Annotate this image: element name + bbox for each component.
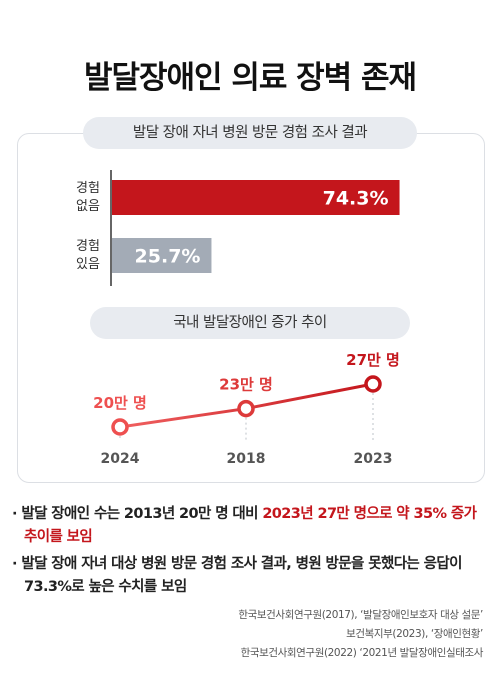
sources: 한국보건사회연구원(2017), ‘발달장애인보호자 대상 설문’ 보건복지부(… [13,606,483,663]
line-point-1 [237,399,255,418]
line-point-0 [111,418,129,436]
line-point-2 [364,375,382,393]
bar-value-label-0: 74.3% [323,188,389,210]
line-value-label-1: 23만 명 [219,376,273,394]
source-1: 한국보건사회연구원(2017), ‘발달장애인보호자 대상 설문’ [238,609,483,621]
note-2: · 발달 장애 자녀 대상 병원 방문 경험 조사 결과, 병원 방문을 못했다… [12,556,462,595]
note-1-highlight: 2023년 27만 명으로 약 35% 증가 추이를 보임 [24,506,477,545]
bar-category-label-0-1: 없음 [76,199,100,214]
page-title: 발달장애인 의료 장벽 존재 [83,60,417,96]
x-tick-label-1: 2018 [227,451,266,467]
bar-1 [112,238,212,273]
source-2: 보건복지부(2023), ‘장애인현황’ [346,628,483,640]
bar-value-label-1: 25.7% [135,246,201,268]
x-tick-label-0: 2024 [101,451,140,467]
line-chart-title: 국내 발달장애인 증가 추이 [90,307,410,339]
bar-category-label-1-1: 있음 [76,257,100,272]
note-1: · 발달 장애인 수는 2013년 20만 명 대비 2023년 27만 명으로… [12,506,477,545]
source-3: 한국보건사회연구원(2022) ‘2021년 발달장애인실태조사 [240,647,484,659]
notes: · 발달 장애인 수는 2013년 20만 명 대비 2023년 27만 명으로… [12,503,488,603]
bar-category-label-1-0: 경험 [76,239,100,254]
line-value-label-2: 27만 명 [346,351,400,369]
bar-0 [112,180,400,215]
x-tick-label-2: 2023 [354,451,393,467]
bar-chart-title: 발달 장애 자녀 병원 방문 경험 조사 결과 [83,117,417,149]
line-value-label-0: 20만 명 [93,394,147,412]
bar-category-label-0-0: 경험 [76,181,100,196]
